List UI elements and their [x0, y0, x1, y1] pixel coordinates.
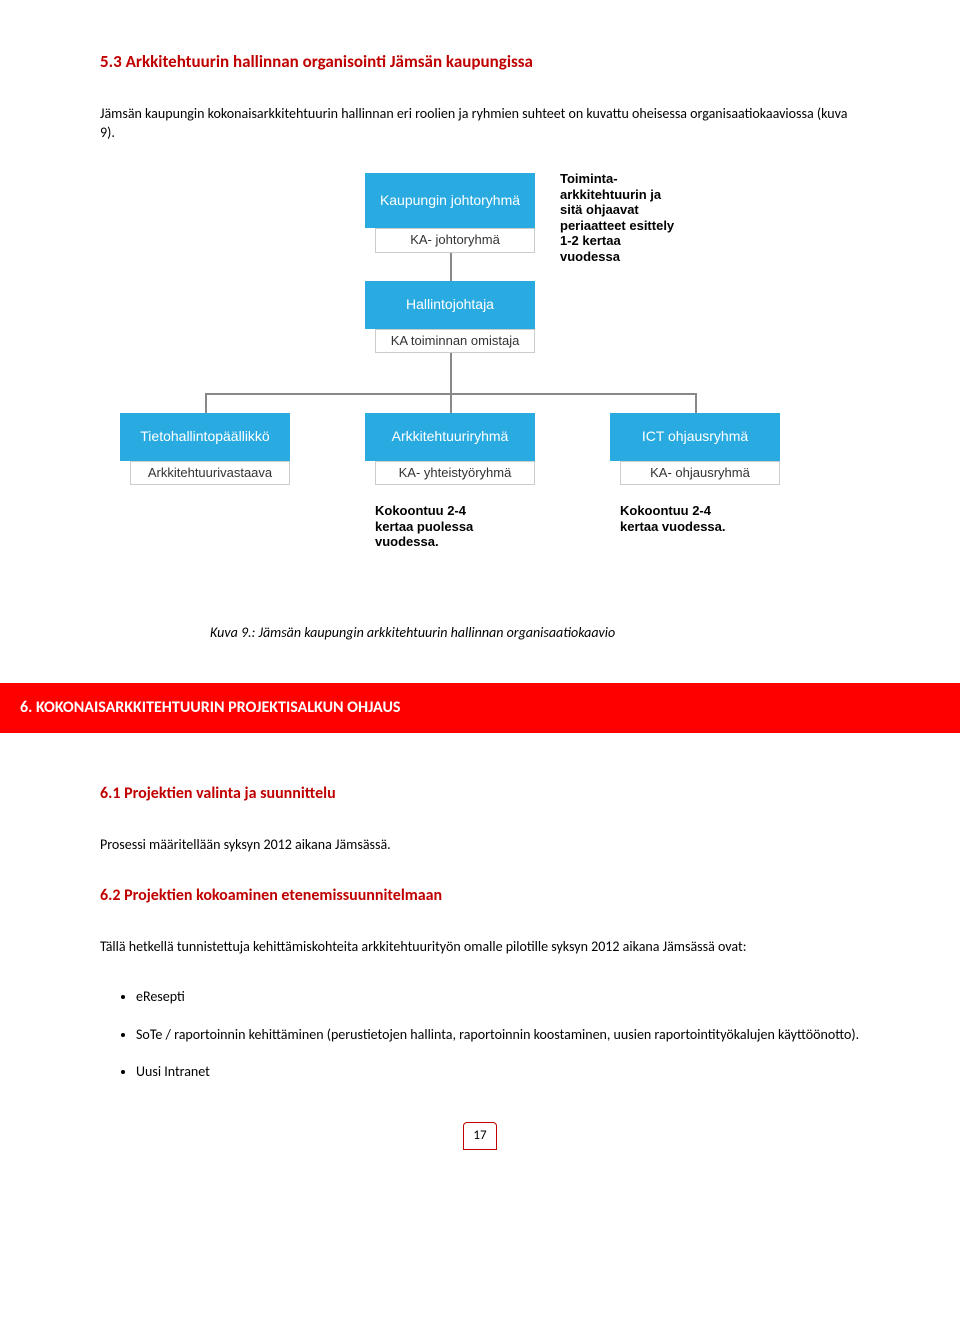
connector: [205, 393, 207, 413]
org-box-johtoryhma: Kaupungin johtoryhmä: [365, 173, 535, 228]
org-box-ka-yhteistyoryhma: KA- yhteistyöryhmä: [375, 461, 535, 485]
section-6-1-title: 6.1 Projektien valinta ja suunnittelu: [100, 783, 860, 805]
org-box-arkkitehtuuriryhma: Arkkitehtuuriryhmä: [365, 413, 535, 461]
section-5-3-intro: Jämsän kaupungin kokonaisarkkitehtuurin …: [100, 104, 860, 143]
connector: [695, 393, 697, 413]
org-annot-col3: Kokoontuu 2-4 kertaa vuodessa.: [620, 503, 780, 534]
org-chart: Kaupungin johtoryhmä KA- johtoryhmä Toim…: [100, 173, 820, 593]
list-item: eResepti: [136, 987, 860, 1007]
connector: [450, 253, 452, 281]
section-6-bar: 6. KOKONAISARKKITEHTUURIN PROJEKTISALKUN…: [0, 683, 960, 733]
org-annot-top: Toiminta- arkkitehtuurin ja sitä ohjaava…: [560, 171, 730, 265]
section-6-2-body: Tällä hetkellä tunnistettuja kehittämisk…: [100, 937, 860, 957]
connector: [450, 353, 452, 393]
section-6-2-bullets: eResepti SoTe / raportoinnin kehittämine…: [136, 987, 860, 1082]
org-annot-col2: Kokoontuu 2-4 kertaa puolessa vuodessa.: [375, 503, 535, 550]
list-item: SoTe / raportoinnin kehittäminen (perust…: [136, 1025, 860, 1045]
page-number: 17: [463, 1122, 497, 1150]
org-box-ka-toiminnan-omistaja: KA toiminnan omistaja: [375, 329, 535, 353]
connector: [450, 393, 452, 413]
org-box-arkkitehtuurivastaava: Arkkitehtuurivastaava: [130, 461, 290, 485]
section-5-3-title: 5.3 Arkkitehtuurin hallinnan organisoint…: [100, 50, 860, 74]
section-6-2-title: 6.2 Projektien kokoaminen etenemissuunni…: [100, 885, 860, 907]
org-box-tietohallintopaallikko: Tietohallintopäällikkö: [120, 413, 290, 461]
figure-caption: Kuva 9.: Jämsän kaupungin arkkitehtuurin…: [100, 623, 860, 643]
org-box-ka-ohjausryhma: KA- ohjausryhmä: [620, 461, 780, 485]
org-box-hallintojohtaja: Hallintojohtaja: [365, 281, 535, 329]
org-box-ict-ohjausryhma: ICT ohjausryhmä: [610, 413, 780, 461]
list-item: Uusi Intranet: [136, 1062, 860, 1082]
section-6-1-body: Prosessi määritellään syksyn 2012 aikana…: [100, 835, 860, 855]
org-box-ka-johtoryhma: KA- johtoryhmä: [375, 228, 535, 253]
